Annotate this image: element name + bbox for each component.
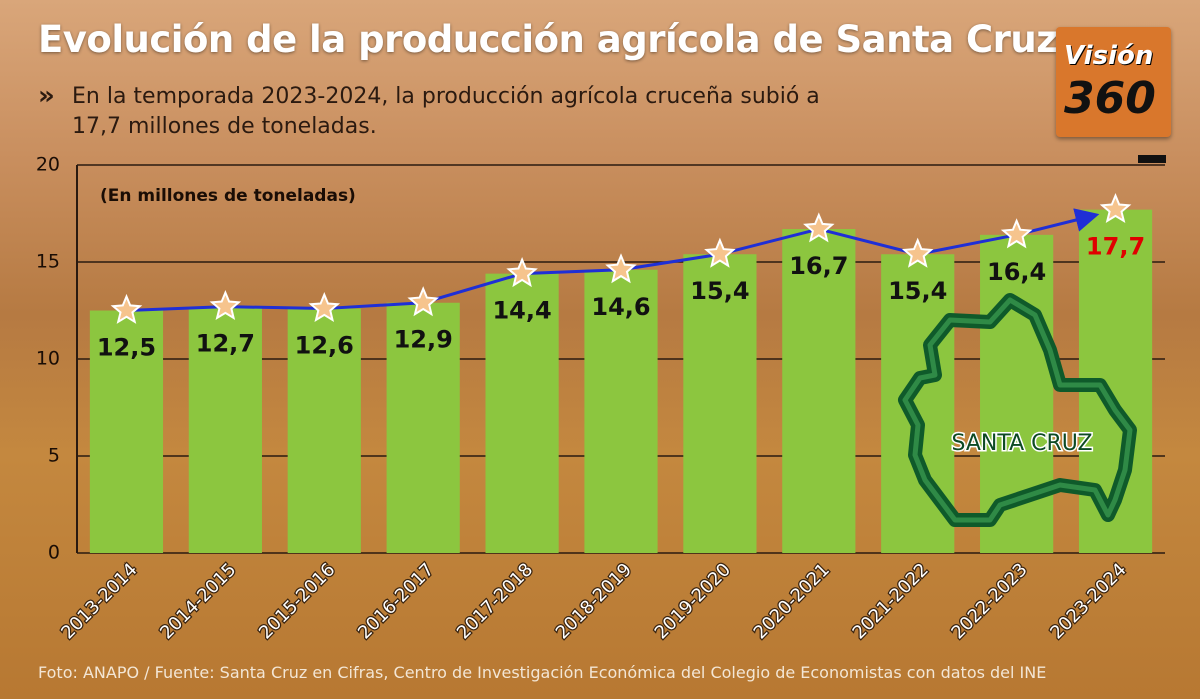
- x-tick-label: 2023-2024: [1046, 559, 1130, 643]
- bar: [782, 229, 856, 553]
- value-label: 12,6: [295, 332, 354, 360]
- corner-mark: [1138, 155, 1166, 163]
- star-marker: [1099, 192, 1132, 224]
- value-label: 12,5: [97, 334, 156, 362]
- value-label: 16,4: [987, 258, 1046, 286]
- value-label: 17,7: [1086, 233, 1145, 261]
- value-label: 16,7: [789, 252, 848, 280]
- value-label: 15,4: [888, 277, 947, 305]
- map-outline: [898, 293, 1137, 527]
- star-marker: [308, 291, 341, 322]
- x-tick-label: 2014-2015: [156, 559, 240, 643]
- star-marker: [704, 237, 736, 268]
- bar: [584, 269, 658, 553]
- bar: [386, 302, 460, 553]
- logo-text: Visión: [1064, 41, 1154, 71]
- star-marker: [901, 237, 934, 268]
- x-tick-label: 2015-2016: [255, 559, 339, 643]
- star-marker: [209, 289, 242, 321]
- bar: [683, 254, 757, 554]
- subtitle: En la temporada 2023-2024, la producción…: [72, 84, 820, 139]
- star-marker: [803, 212, 835, 243]
- bar: [188, 306, 262, 553]
- value-label: 12,9: [394, 326, 453, 354]
- x-tick-label: 2021-2022: [849, 559, 933, 643]
- value-label: 15,4: [690, 277, 749, 305]
- value-label: 14,6: [591, 293, 650, 321]
- y-axis-label: (En millones de toneladas): [100, 186, 356, 206]
- value-label: 12,7: [196, 330, 255, 358]
- source: Foto: ANAPO / Fuente: Santa Cruz en Cifr…: [38, 663, 1047, 682]
- x-tick-label: 2016-2017: [354, 559, 438, 643]
- value-label: 14,4: [492, 297, 551, 325]
- x-tick-label: 2017-2018: [453, 559, 537, 643]
- star-marker: [1000, 218, 1033, 249]
- x-tick-label: 2019-2020: [651, 559, 735, 643]
- x-tick-label: 2020-2021: [750, 559, 834, 643]
- x-tick-label: 2018-2019: [552, 559, 636, 643]
- bullet-icon: »: [38, 81, 55, 111]
- star-marker: [605, 253, 637, 284]
- bar: [485, 273, 559, 553]
- x-tick-label: 2013-2014: [57, 559, 141, 643]
- bar: [287, 308, 361, 553]
- bar: [89, 310, 164, 553]
- y-tick-label: 5: [48, 445, 60, 467]
- y-tick-label: 20: [36, 154, 60, 176]
- star-marker: [407, 286, 439, 317]
- x-tick-label: 2022-2023: [947, 559, 1031, 643]
- logo: Visión 360: [1056, 27, 1171, 137]
- y-tick-label: 0: [48, 542, 60, 564]
- title: Evolución de la producción agrícola de S…: [38, 18, 1058, 61]
- y-tick-label: 15: [36, 251, 60, 273]
- star-marker: [110, 293, 143, 324]
- star-marker: [506, 256, 538, 288]
- map-label: SANTA CRUZ: [951, 431, 1092, 456]
- logo-number: 360: [1064, 73, 1156, 124]
- y-tick-label: 10: [36, 348, 60, 370]
